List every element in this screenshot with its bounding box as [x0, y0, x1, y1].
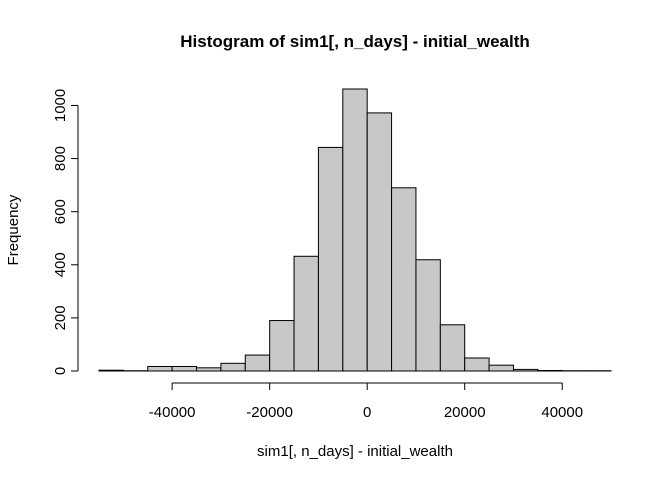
- y-tick-label: 600: [52, 199, 69, 224]
- y-axis: 0 200 400 600 800 1000: [52, 89, 79, 375]
- histogram-bar: [317, 146, 344, 372]
- histogram-bar: [415, 259, 441, 372]
- histogram-bar: [98, 369, 124, 372]
- histogram-bar: [342, 88, 368, 372]
- histogram-bar: [391, 187, 417, 372]
- x-tick-label: 0: [363, 404, 371, 421]
- x-axis-label: sim1[, n_days] - initial_wealth: [257, 443, 453, 460]
- x-tick-label: 20000: [444, 404, 486, 421]
- y-axis-label: Frequency: [5, 194, 22, 265]
- histogram-bar: [293, 255, 319, 372]
- histogram-bar: [171, 365, 198, 372]
- x-tick-label: -20000: [246, 404, 293, 421]
- y-tick-label: 400: [52, 252, 69, 277]
- histogram-bar: [537, 369, 563, 372]
- histogram-bars: [98, 88, 612, 372]
- histogram-bar: [512, 368, 539, 372]
- y-tick-label: 1000: [52, 89, 69, 122]
- x-tick-label: 40000: [541, 404, 583, 421]
- x-tick-label: -40000: [149, 404, 196, 421]
- y-tick-label: 200: [52, 305, 69, 330]
- histogram-bar: [439, 324, 466, 372]
- histogram-bar: [147, 365, 173, 372]
- x-axis: -40000 -20000 0 20000 40000: [149, 382, 583, 421]
- histogram-bar: [366, 112, 393, 372]
- histogram-bar: [269, 320, 295, 372]
- y-tick-label: 800: [52, 146, 69, 171]
- histogram-bar: [244, 354, 271, 372]
- histogram-bar: [220, 362, 246, 372]
- histogram-bar: [196, 367, 222, 372]
- histogram-bar: [488, 364, 514, 372]
- chart-title: Histogram of sim1[, n_days] - initial_we…: [180, 32, 530, 51]
- y-tick-label: 0: [52, 367, 69, 375]
- histogram-bar: [464, 357, 490, 372]
